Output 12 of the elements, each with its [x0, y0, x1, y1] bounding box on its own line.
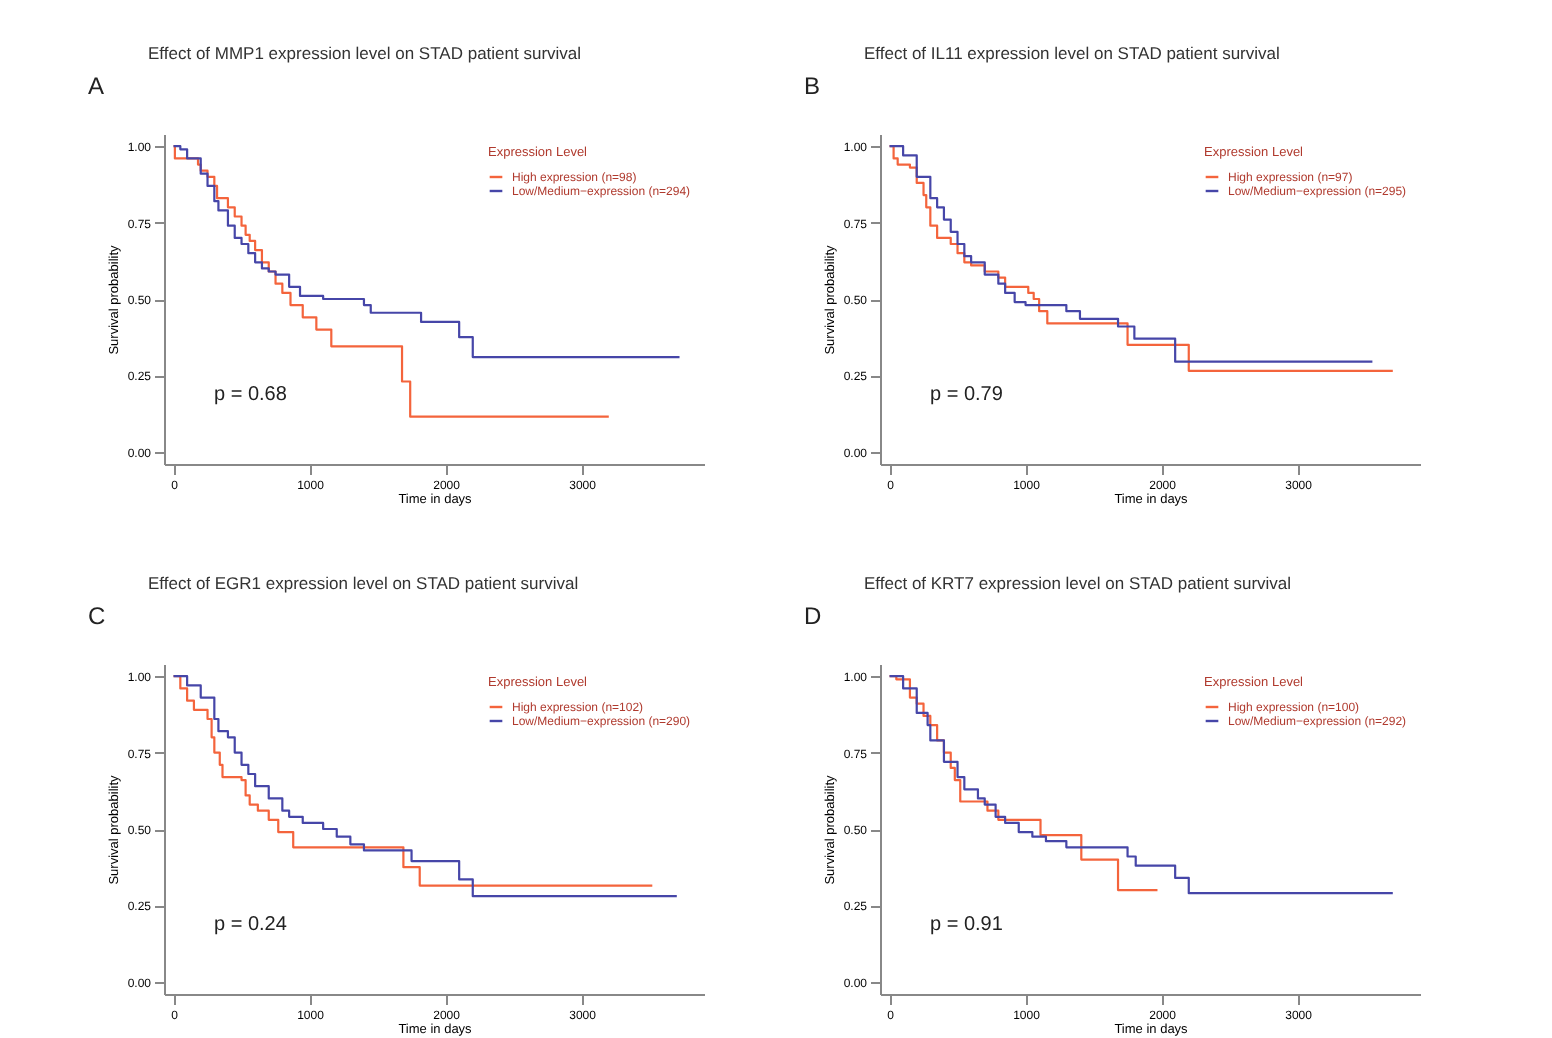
text: B	[804, 72, 821, 100]
annotation: p = 0.91	[930, 914, 1004, 936]
text: A	[88, 72, 105, 100]
text: D	[804, 602, 822, 630]
chart-title: Effect of KRT7 expression level on STAD patient survival	[864, 573, 1292, 593]
annotation: p = 0.79	[930, 384, 1004, 406]
chart-title: Effect of IL11 expression level on STAD patient survival	[864, 43, 1280, 63]
annotation: p = 0.24	[214, 914, 288, 936]
annotation: p = 0.68	[214, 384, 288, 406]
chart-title: Effect of EGR1 expression level on STAD patient survival	[148, 573, 579, 593]
text: C	[88, 602, 106, 630]
chart-title: Effect of MMP1 expression level on STAD patient survival	[148, 43, 582, 63]
